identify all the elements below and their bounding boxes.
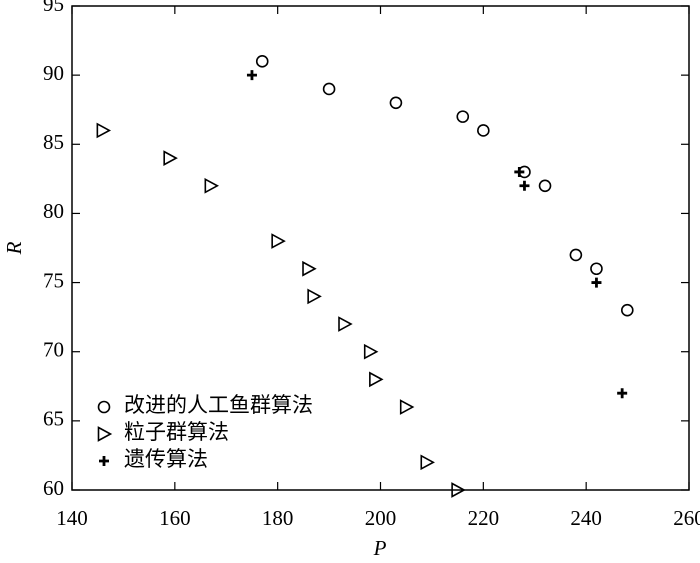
point <box>204 177 220 194</box>
point <box>569 248 583 262</box>
point <box>389 96 403 110</box>
point <box>246 70 257 81</box>
point <box>399 399 415 415</box>
legend-marker <box>97 426 113 442</box>
point <box>363 343 379 360</box>
point <box>96 122 112 139</box>
point <box>271 233 286 249</box>
point <box>338 316 353 332</box>
point <box>302 260 317 277</box>
y-axis-label: R <box>2 241 26 255</box>
y-tick-label: 70 <box>43 338 64 362</box>
y-tick-label: 75 <box>43 268 64 292</box>
point <box>255 55 269 68</box>
y-tick-label: 65 <box>43 407 64 431</box>
legend-label: 改进的人工鱼群算法 <box>124 393 313 417</box>
y-tick-label: 60 <box>43 476 64 500</box>
legend-marker <box>97 400 111 414</box>
legend-label: 粒子群算法 <box>124 420 229 444</box>
x-tick-label: 240 <box>570 506 602 530</box>
x-tick-label: 220 <box>468 506 500 530</box>
y-tick-label: 90 <box>43 61 64 85</box>
point <box>591 277 602 288</box>
point <box>307 288 322 305</box>
point <box>451 482 466 498</box>
point <box>456 110 470 123</box>
x-tick-label: 160 <box>159 506 191 530</box>
x-axis-label: P <box>373 536 387 560</box>
legend-label: 遗传算法 <box>124 447 208 471</box>
point <box>620 303 634 317</box>
point <box>538 179 552 193</box>
point <box>369 371 384 388</box>
point <box>322 82 336 96</box>
plot-frame <box>71 5 690 491</box>
y-tick-label: 80 <box>43 199 64 223</box>
x-tick-label: 140 <box>56 506 88 530</box>
point <box>420 454 435 471</box>
x-tick-label: 260 <box>673 506 700 530</box>
legend-marker <box>99 456 109 466</box>
point <box>617 388 628 399</box>
x-tick-label: 200 <box>365 506 397 530</box>
point <box>519 180 530 191</box>
point <box>514 166 525 177</box>
point <box>163 150 178 166</box>
y-tick-label: 95 <box>43 0 64 16</box>
x-tick-label: 180 <box>262 506 294 530</box>
y-tick-label: 85 <box>43 130 64 154</box>
point <box>477 124 490 137</box>
point <box>590 262 603 276</box>
